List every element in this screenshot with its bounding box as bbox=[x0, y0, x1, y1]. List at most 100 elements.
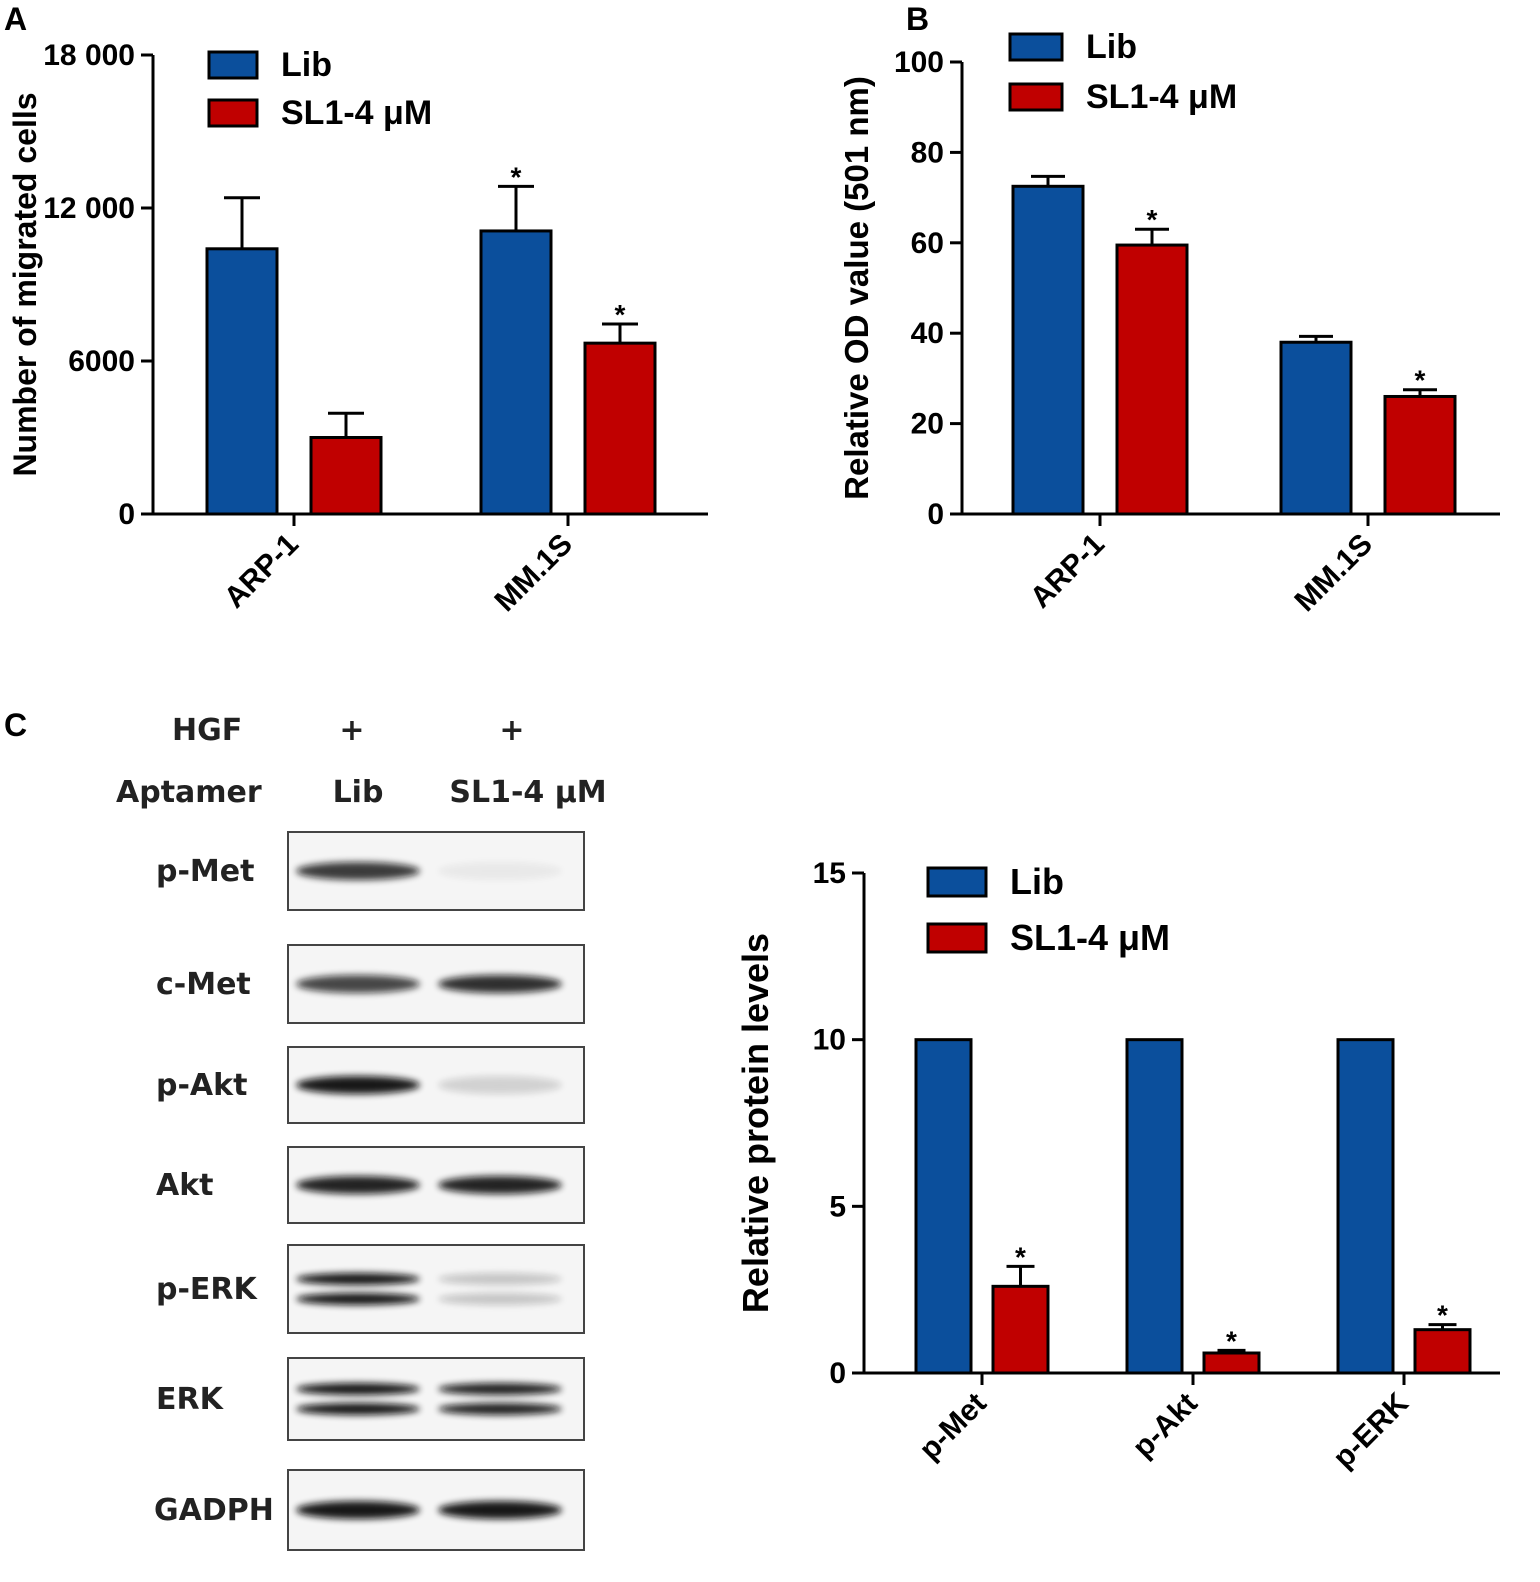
x-tick-label: ARP-1 bbox=[1024, 528, 1111, 615]
y-tick-label: 6000 bbox=[68, 345, 135, 378]
y-tick-label: 20 bbox=[911, 408, 944, 441]
chart-c-relative-protein: 0 5 10 15 Relative protein levels p-Met * p-Akt… bbox=[735, 857, 1500, 1475]
blot-band bbox=[438, 975, 562, 993]
y-tick-label: 10 bbox=[813, 1024, 846, 1057]
blot-row-erk: ERK bbox=[156, 1357, 585, 1441]
legend-label: SL1-4 μM bbox=[281, 94, 432, 132]
x-tick-label: p-ERK bbox=[1327, 1386, 1415, 1474]
panel-letter-a: A bbox=[4, 1, 27, 37]
hgf-lane-1-sign: + bbox=[339, 713, 364, 748]
y-tick-label: 40 bbox=[911, 317, 944, 350]
legend-label: Lib bbox=[281, 46, 332, 84]
blot-band bbox=[438, 1403, 562, 1415]
panel-letter-c: C bbox=[4, 707, 27, 743]
x-tick-label: MM.1S bbox=[488, 528, 579, 619]
significance-star: * bbox=[1015, 1241, 1026, 1272]
bar bbox=[205, 247, 279, 516]
bar bbox=[1115, 243, 1189, 516]
x-tick-label: ARP-1 bbox=[218, 528, 305, 615]
legend-label: SL1-4 μM bbox=[1010, 917, 1170, 958]
significance-star: * bbox=[1415, 365, 1426, 396]
legend-label: SL1-4 μM bbox=[1086, 78, 1237, 116]
blot-row-label: p-ERK bbox=[156, 1272, 259, 1307]
y-tick-label: 80 bbox=[911, 136, 944, 169]
blot-row-label: p-Akt bbox=[156, 1068, 247, 1103]
bar bbox=[479, 229, 553, 516]
y-tick-label: 0 bbox=[829, 1357, 846, 1390]
legend-swatch bbox=[207, 98, 259, 128]
western-blot-panel: HGF + + Aptamer Lib SL1-4 μM p-Met c-Met p… bbox=[116, 713, 607, 1551]
blot-band bbox=[438, 1501, 562, 1519]
x-tick-label: p-Met bbox=[913, 1387, 993, 1467]
legend-swatch bbox=[926, 922, 988, 954]
significance-star: * bbox=[1226, 1325, 1237, 1356]
blot-band bbox=[296, 1176, 420, 1194]
y-tick-label: 60 bbox=[911, 227, 944, 260]
y-tick-label: 15 bbox=[813, 857, 846, 890]
blot-row-p-met: p-Met bbox=[156, 831, 585, 911]
blot-band bbox=[296, 1383, 420, 1395]
blot-frame bbox=[287, 1244, 585, 1334]
significance-star: * bbox=[511, 161, 522, 192]
blot-row-label: p-Met bbox=[156, 854, 254, 889]
bar bbox=[1125, 1038, 1184, 1375]
blot-row-akt: Akt bbox=[156, 1146, 585, 1224]
y-axis-title: Number of migrated cells bbox=[7, 92, 43, 476]
blot-row-label: ERK bbox=[156, 1382, 225, 1417]
y-axis-title: Relative OD value (501 nm) bbox=[838, 76, 875, 500]
blot-band bbox=[296, 1501, 420, 1519]
x-tick-label: p-Akt bbox=[1126, 1387, 1204, 1465]
blot-band bbox=[296, 862, 420, 880]
legend-swatch bbox=[207, 50, 259, 80]
significance-star: * bbox=[615, 299, 626, 330]
bar bbox=[991, 1284, 1050, 1375]
blot-band bbox=[296, 1273, 420, 1285]
y-axis-title: Relative protein levels bbox=[735, 933, 776, 1313]
bar bbox=[1011, 184, 1085, 516]
blot-band bbox=[296, 1076, 420, 1094]
bar bbox=[1383, 394, 1457, 516]
hgf-label: HGF bbox=[172, 713, 242, 748]
bar bbox=[583, 341, 657, 516]
legend-label: Lib bbox=[1086, 28, 1137, 66]
blot-band bbox=[296, 1293, 420, 1305]
panel-letter-b: B bbox=[906, 1, 929, 37]
legend-swatch bbox=[1008, 82, 1064, 112]
y-tick-label: 0 bbox=[118, 498, 135, 531]
blot-band bbox=[438, 1293, 562, 1305]
y-tick-label: 0 bbox=[927, 498, 944, 531]
significance-star: * bbox=[1147, 204, 1158, 235]
bar bbox=[1202, 1351, 1261, 1375]
bar bbox=[309, 436, 383, 516]
blot-band bbox=[296, 1403, 420, 1415]
blot-band bbox=[438, 1076, 562, 1094]
blot-band bbox=[438, 862, 562, 880]
blot-band bbox=[438, 1383, 562, 1395]
legend-swatch bbox=[1008, 32, 1064, 62]
legend-label: Lib bbox=[1010, 861, 1064, 902]
bar bbox=[1279, 340, 1353, 516]
blot-row-label: Akt bbox=[156, 1168, 214, 1203]
aptamer-label: Aptamer bbox=[116, 775, 262, 810]
blot-row-c-met: c-Met bbox=[156, 944, 585, 1024]
hgf-lane-2-sign: + bbox=[499, 713, 524, 748]
blot-row-p-akt: p-Akt bbox=[156, 1046, 585, 1124]
blot-row-p-erk: p-ERK bbox=[156, 1244, 585, 1334]
aptamer-lane-1-label: Lib bbox=[333, 775, 384, 810]
blot-frame bbox=[287, 1357, 585, 1441]
y-tick-label: 12 000 bbox=[43, 192, 135, 225]
bar bbox=[1336, 1038, 1395, 1375]
bar bbox=[1413, 1328, 1472, 1375]
blot-row-label: GADPH bbox=[154, 1493, 274, 1528]
legend-swatch bbox=[926, 866, 988, 898]
blot-row-gadph: GADPH bbox=[154, 1469, 585, 1551]
blot-band bbox=[438, 1176, 562, 1194]
blot-row-label: c-Met bbox=[156, 967, 251, 1002]
significance-star: * bbox=[1437, 1300, 1448, 1331]
aptamer-lane-2-label: SL1-4 μM bbox=[449, 775, 606, 810]
y-tick-label: 18 000 bbox=[43, 39, 135, 72]
y-tick-label: 5 bbox=[829, 1190, 846, 1223]
x-tick-label: MM.1S bbox=[1288, 528, 1379, 619]
